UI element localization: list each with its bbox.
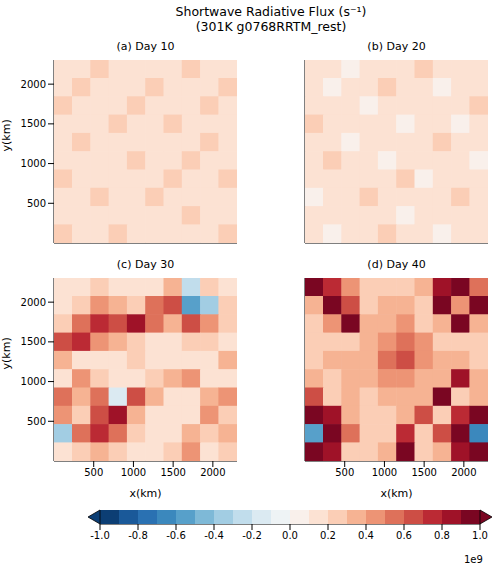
- svg-text:y(km): y(km): [0, 337, 13, 369]
- svg-text:0.6: 0.6: [396, 530, 412, 541]
- html-text:Shortwave Radiative Flux (s⁻¹): Shortwave Radiative Flux (s⁻¹): [175, 4, 367, 19]
- svg-text:0.8: 0.8: [434, 530, 450, 541]
- svg-text:500: 500: [27, 198, 46, 209]
- svg-text:1500: 1500: [411, 467, 436, 478]
- html-text:1e9: 1e9: [464, 554, 483, 565]
- svg-text:1000: 1000: [372, 467, 397, 478]
- svg-text:1000: 1000: [21, 376, 46, 387]
- svg-text:x(km): x(km): [129, 487, 161, 500]
- svg-text:1.0: 1.0: [472, 530, 488, 541]
- svg-text:0.0: 0.0: [282, 530, 298, 541]
- svg-text:-0.8: -0.8: [128, 530, 148, 541]
- html-text:(301K g0768RRTM_rest): (301K g0768RRTM_rest): [195, 19, 347, 34]
- svg-text:0.2: 0.2: [320, 530, 336, 541]
- svg-text:0.4: 0.4: [358, 530, 374, 541]
- svg-text:y(km): y(km): [0, 119, 13, 151]
- svg-text:-0.2: -0.2: [242, 530, 262, 541]
- svg-text:2000: 2000: [21, 297, 46, 308]
- svg-text:x(km): x(km): [380, 487, 412, 500]
- html-text:(d) Day 40: (d) Day 40: [367, 258, 426, 271]
- svg-text:2000: 2000: [21, 79, 46, 90]
- html-text:(c) Day 30: (c) Day 30: [116, 258, 175, 271]
- svg-text:1000: 1000: [121, 467, 146, 478]
- svg-text:-1.0: -1.0: [90, 530, 110, 541]
- svg-text:1500: 1500: [21, 118, 46, 129]
- svg-text:-0.6: -0.6: [166, 530, 186, 541]
- svg-text:1000: 1000: [21, 158, 46, 169]
- svg-text:2000: 2000: [200, 467, 225, 478]
- svg-text:1500: 1500: [21, 336, 46, 347]
- svg-text:2000: 2000: [451, 467, 476, 478]
- svg-text:-0.4: -0.4: [204, 530, 224, 541]
- html-text:(a) Day 10: (a) Day 10: [116, 40, 175, 53]
- svg-text:1500: 1500: [160, 467, 185, 478]
- svg-text:500: 500: [335, 467, 354, 478]
- svg-text:500: 500: [27, 416, 46, 427]
- svg-text:500: 500: [84, 467, 103, 478]
- html-text:(b) Day 20: (b) Day 20: [367, 40, 426, 53]
